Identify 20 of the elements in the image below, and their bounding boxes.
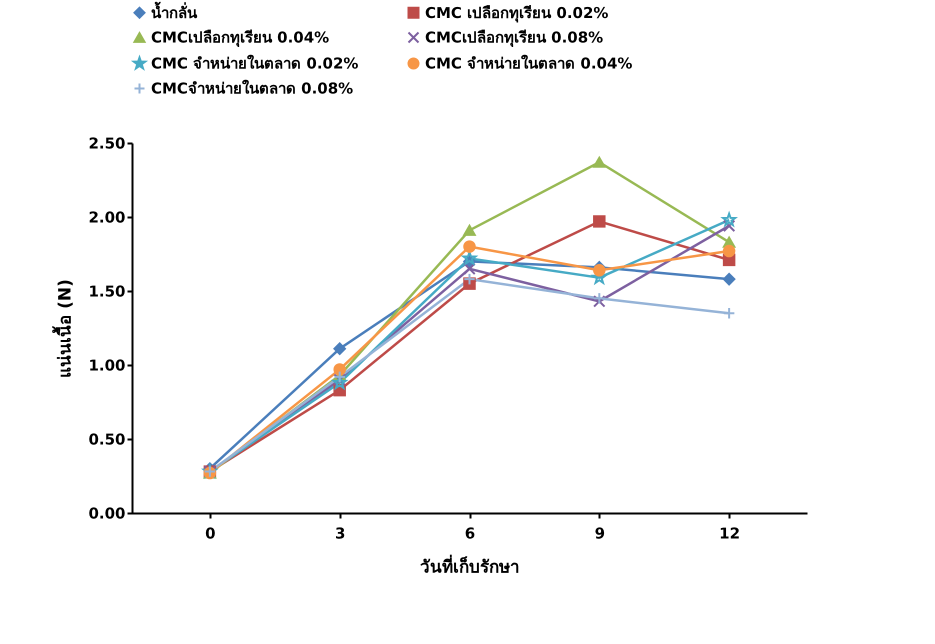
x-tick-label: 0 (205, 524, 216, 542)
legend-label: CMC จำหน่ายในตลาด 0.02% (151, 54, 358, 72)
legend-label: CMC เปลือกทุเรียน 0.02% (425, 4, 608, 23)
legend-label: CMC จำหน่ายในตลาด 0.04% (425, 54, 632, 72)
x-tick-label: 6 (464, 524, 476, 542)
legend-label: CMCจำหน่ายในตลาด 0.08% (151, 80, 354, 98)
x-tick-label: 3 (334, 524, 346, 542)
y-tick-label: 0.00 (88, 504, 126, 522)
legend-label: CMCเปลือกทุเรียน 0.04% (151, 28, 330, 48)
x-axis-title: วันที่เก็บรักษา (420, 554, 520, 578)
x-tick-label: 12 (719, 524, 740, 542)
y-tick-label: 2.50 (88, 134, 126, 152)
legend-label: น้ำกลั่น (151, 0, 198, 22)
legend-label: CMCเปลือกทุเรียน 0.08% (425, 28, 604, 48)
y-tick-label: 1.00 (88, 356, 126, 374)
y-tick-label: 0.50 (88, 430, 126, 448)
y-axis-title: แน่นเนื้อ (N) (51, 279, 76, 378)
x-tick-label: 9 (594, 524, 606, 542)
y-tick-label: 2.00 (88, 208, 126, 226)
y-tick-label: 1.50 (88, 282, 126, 300)
